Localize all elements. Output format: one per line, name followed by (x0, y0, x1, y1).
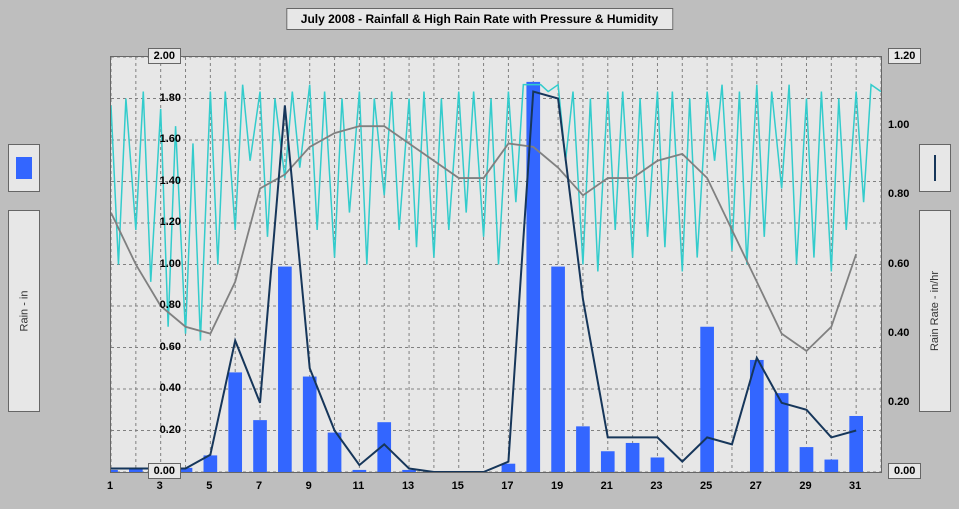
xtick: 3 (157, 480, 163, 492)
left-axis-label: Rain - in (18, 291, 30, 332)
xtick: 1 (107, 480, 113, 492)
ytick-right: 1.20 (888, 48, 948, 64)
xtick: 21 (601, 480, 613, 492)
ytick-left: 1.20 (121, 216, 181, 228)
chart-title: July 2008 - Rainfall & High Rain Rate wi… (286, 8, 673, 30)
xtick: 27 (750, 480, 762, 492)
xtick: 5 (206, 480, 212, 492)
xtick: 7 (256, 480, 262, 492)
bar-sample-icon (16, 157, 32, 179)
xtick: 9 (306, 480, 312, 492)
ytick-right: 0.20 (888, 396, 948, 408)
right-axis-label: Rain Rate - in/hr (929, 271, 941, 351)
ytick-right: 1.00 (888, 119, 948, 131)
legend-line-swatch (919, 144, 951, 192)
xtick: 25 (700, 480, 712, 492)
xtick: 11 (353, 480, 365, 492)
ytick-right: 0.80 (888, 188, 948, 200)
ytick-left: 2.00 (121, 48, 181, 64)
xtick: 31 (849, 480, 861, 492)
chart-container: July 2008 - Rainfall & High Rain Rate wi… (0, 0, 959, 509)
right-axis-label-box: Rain Rate - in/hr (919, 210, 951, 412)
xtick: 19 (551, 480, 563, 492)
xtick: 29 (799, 480, 811, 492)
ytick-left: 1.40 (121, 175, 181, 187)
left-axis-label-box: Rain - in (8, 210, 40, 412)
ytick-left: 0.00 (121, 463, 181, 479)
title-text: July 2008 - Rainfall & High Rain Rate wi… (301, 12, 658, 26)
ytick-left: 1.00 (121, 258, 181, 270)
ytick-left: 1.80 (121, 92, 181, 104)
plot-area (110, 56, 882, 473)
ytick-right: 0.40 (888, 327, 948, 339)
xtick: 15 (452, 480, 464, 492)
xtick: 13 (402, 480, 414, 492)
line-sample-icon (934, 155, 936, 181)
ytick-right: 0.00 (888, 463, 948, 479)
ytick-left: 0.20 (121, 424, 181, 436)
ytick-left: 0.80 (121, 299, 181, 311)
ytick-left: 0.60 (121, 341, 181, 353)
ytick-left: 1.60 (121, 133, 181, 145)
plot-svg (111, 57, 881, 472)
legend-bar-swatch (8, 144, 40, 192)
ytick-left: 0.40 (121, 382, 181, 394)
xtick: 17 (501, 480, 513, 492)
xtick: 23 (650, 480, 662, 492)
ytick-right: 0.60 (888, 258, 948, 270)
